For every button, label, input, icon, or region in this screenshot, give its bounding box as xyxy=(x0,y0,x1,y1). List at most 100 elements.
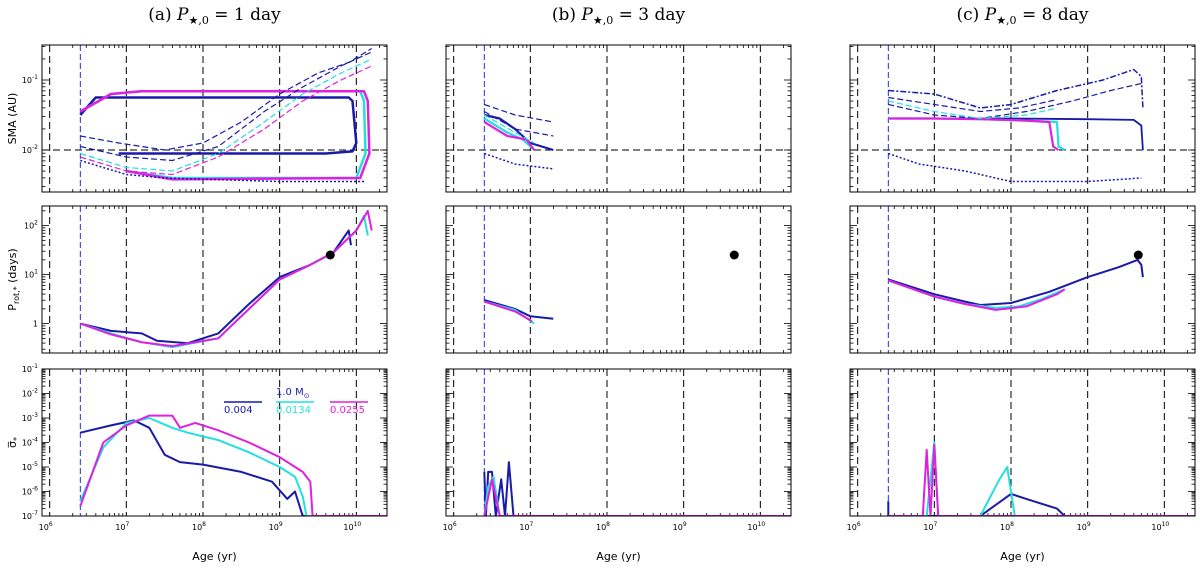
series-line-blue xyxy=(887,258,1144,306)
ylabel-main: σ̅ xyxy=(6,441,19,448)
tick-base: 10 xyxy=(22,488,32,497)
series-line-magenta xyxy=(483,478,791,516)
tick-exp: 6 xyxy=(49,521,53,528)
tick-exp: 6 xyxy=(453,521,457,528)
series-line-magenta xyxy=(79,89,371,181)
y-axis-label: Prot,* (days) xyxy=(6,248,21,310)
panel-frame xyxy=(849,44,1196,193)
x-tick-label: 109 xyxy=(673,521,687,532)
tick-exp: -6 xyxy=(32,486,38,493)
series-line-magenta xyxy=(79,414,387,516)
ylabel-main: SMA (AU) xyxy=(6,93,19,145)
x-axis-label: Age (yr) xyxy=(1000,550,1044,563)
x-tick-label: 109 xyxy=(269,521,283,532)
tick-base: 10 xyxy=(115,523,125,532)
panel-c-prot xyxy=(849,205,1196,354)
title-value: = 8 day xyxy=(1017,5,1089,25)
title-prefix: (a) xyxy=(148,5,177,25)
y-tick-label: 10-5 xyxy=(22,461,38,472)
sun-observation-point xyxy=(729,250,739,260)
series-group xyxy=(888,68,1144,183)
tick-exp: 7 xyxy=(126,521,130,528)
series-group xyxy=(887,441,1195,516)
series-group xyxy=(79,47,373,183)
series-line-magenta xyxy=(79,209,373,348)
x-tick-label: 1010 xyxy=(747,521,765,532)
series-line-blue xyxy=(888,152,1142,183)
column-title: (b) P★,0 = 3 day xyxy=(552,5,686,27)
series-line-blue xyxy=(887,492,1195,516)
column-title: (c) P★,0 = 8 day xyxy=(957,5,1089,27)
series-line-magenta xyxy=(888,117,1060,151)
legend-mass-sub: ⊙ xyxy=(304,392,310,400)
series-line-blue xyxy=(484,110,554,137)
tick-base: 10 xyxy=(847,523,857,532)
tick-base: 10 xyxy=(22,365,32,374)
tick-base: 10 xyxy=(1151,523,1161,532)
series-line-cyan xyxy=(79,89,367,180)
tick-exp: -5 xyxy=(32,461,38,468)
x-tick-label: 1010 xyxy=(1151,521,1169,532)
y-axis-label: σ̅* xyxy=(6,437,21,448)
y-tick-label: 10-1 xyxy=(22,74,38,85)
tick-exp: 10 xyxy=(758,521,766,528)
tick-exp: -4 xyxy=(32,437,38,444)
series-line-blue xyxy=(80,51,372,162)
panel-frame xyxy=(849,205,1196,354)
tick-exp: -1 xyxy=(32,363,38,370)
tick-base: 10 xyxy=(1000,523,1010,532)
tick-exp: -2 xyxy=(32,388,38,395)
x-tick-label: 1010 xyxy=(343,521,361,532)
x-tick-label: 106 xyxy=(39,521,53,532)
series-line-cyan xyxy=(484,114,535,144)
series-group xyxy=(79,414,387,516)
legend-mass: 1.0 M⊙ xyxy=(276,387,310,400)
series-line-magenta xyxy=(80,65,372,176)
tick-base: 10 xyxy=(22,512,32,521)
series-line-magenta xyxy=(483,121,536,151)
sun-observation-point xyxy=(1133,250,1143,260)
sun-observation-point xyxy=(325,250,335,260)
y-tick-label: 10-3 xyxy=(22,412,38,423)
legend-mass-text: 1.0 M xyxy=(276,387,304,398)
y-tick-label: 10-2 xyxy=(22,144,38,155)
tick-base: 10 xyxy=(192,523,202,532)
series-line-blue xyxy=(888,82,1142,120)
series-line-blue xyxy=(79,96,358,155)
tick-base: 10 xyxy=(22,390,32,399)
tick-base: 10 xyxy=(24,271,34,280)
panel-b-sma xyxy=(445,44,792,193)
series-line-cyan xyxy=(888,117,1066,151)
legend-entry: 0.0255 xyxy=(330,405,365,416)
series-line-blue xyxy=(484,152,554,170)
tick-exp: 8 xyxy=(1010,521,1014,528)
tick-base: 10 xyxy=(443,523,453,532)
y-tick-label: 10-2 xyxy=(22,388,38,399)
panel-a-sigma: 106 107 108 109 101010-710-610-510-410-310-2… xyxy=(6,363,388,563)
tick-base: 10 xyxy=(24,222,34,231)
ylabel-rest: (days) xyxy=(6,248,19,286)
series-group xyxy=(887,258,1144,311)
x-tick-label: 107 xyxy=(923,521,937,532)
panel-frame xyxy=(445,205,792,354)
x-tick-label: 107 xyxy=(115,521,129,532)
tick-base: 10 xyxy=(519,523,529,532)
tick-exp: 8 xyxy=(202,521,206,528)
tick-exp: -7 xyxy=(32,510,38,517)
x-axis-label: Age (yr) xyxy=(596,550,640,563)
title-var: P xyxy=(984,5,997,25)
y-axis-label: SMA (AU) xyxy=(6,93,19,145)
tick-base: 10 xyxy=(22,146,32,155)
tick-base: 10 xyxy=(22,76,32,85)
ylabel-sub: rot,* xyxy=(12,286,21,304)
series-line-magenta xyxy=(887,279,1066,311)
panel-frame xyxy=(445,368,792,517)
title-prefix: (c) xyxy=(957,5,985,25)
tick-base: 10 xyxy=(923,523,933,532)
y-tick-label: 10-6 xyxy=(22,486,38,497)
panel-c-sma xyxy=(849,44,1196,193)
tick-exp: 9 xyxy=(279,521,283,528)
series-line-magenta xyxy=(483,300,533,322)
series-line-cyan xyxy=(80,58,372,172)
